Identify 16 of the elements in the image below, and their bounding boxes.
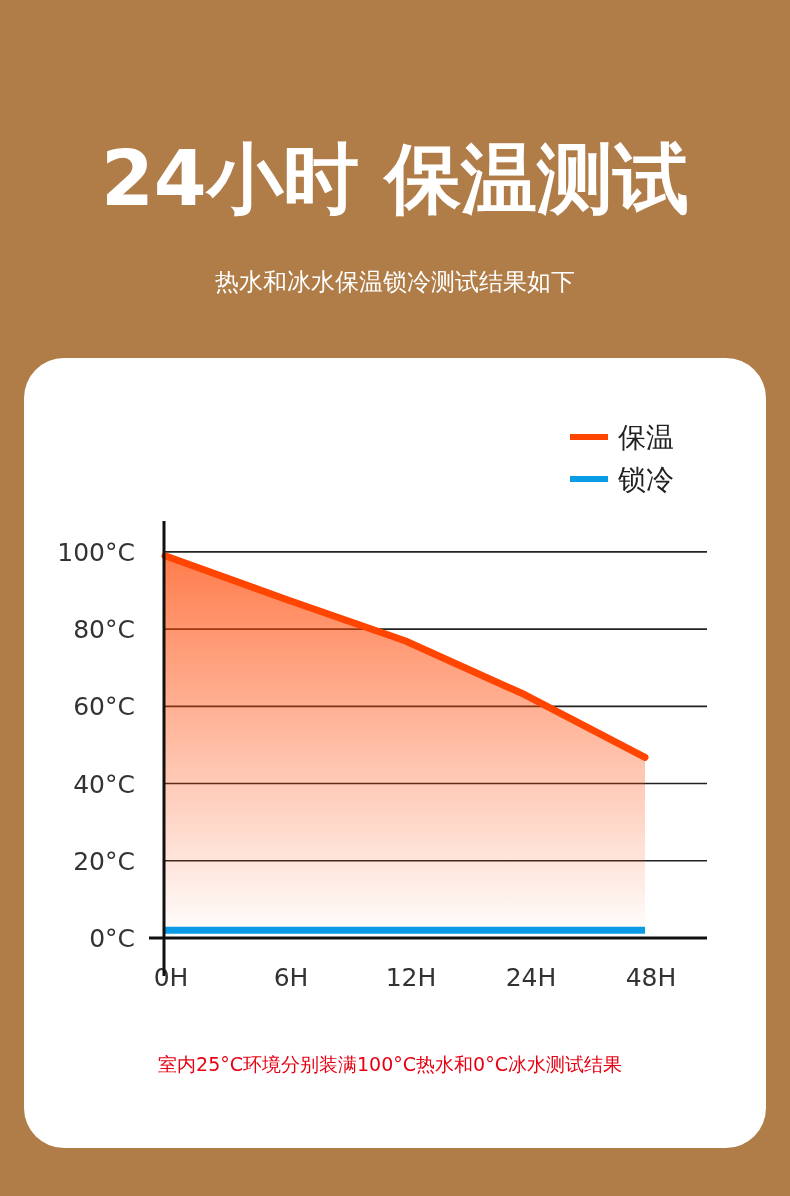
legend-label: 保温 bbox=[618, 421, 674, 454]
x-tick-label: 48H bbox=[625, 963, 677, 992]
y-tick-label: 0°C bbox=[89, 924, 135, 953]
x-tick-label: 0H bbox=[153, 963, 189, 992]
y-tick-label: 80°C bbox=[73, 615, 135, 645]
y-tick-label: 40°C bbox=[73, 769, 135, 799]
x-tick-label: 24H bbox=[505, 963, 557, 992]
chart-subtitle: 热水和冰水保温锁冷测试结果如下 bbox=[215, 268, 575, 296]
y-tick-label: 20°C bbox=[73, 846, 135, 876]
x-tick-label: 12H bbox=[385, 963, 437, 992]
x-tick-label: 6H bbox=[273, 963, 309, 992]
text: 室内25°C环境分别装满100°C热水和0°C冰水测试结果 bbox=[158, 1053, 622, 1075]
chart-title: 24小时 保温测试 bbox=[100, 134, 690, 223]
legend-label: 锁冷 bbox=[617, 463, 674, 496]
y-tick-label: 60°C bbox=[73, 692, 135, 722]
y-tick-label: 100°C bbox=[57, 537, 135, 567]
